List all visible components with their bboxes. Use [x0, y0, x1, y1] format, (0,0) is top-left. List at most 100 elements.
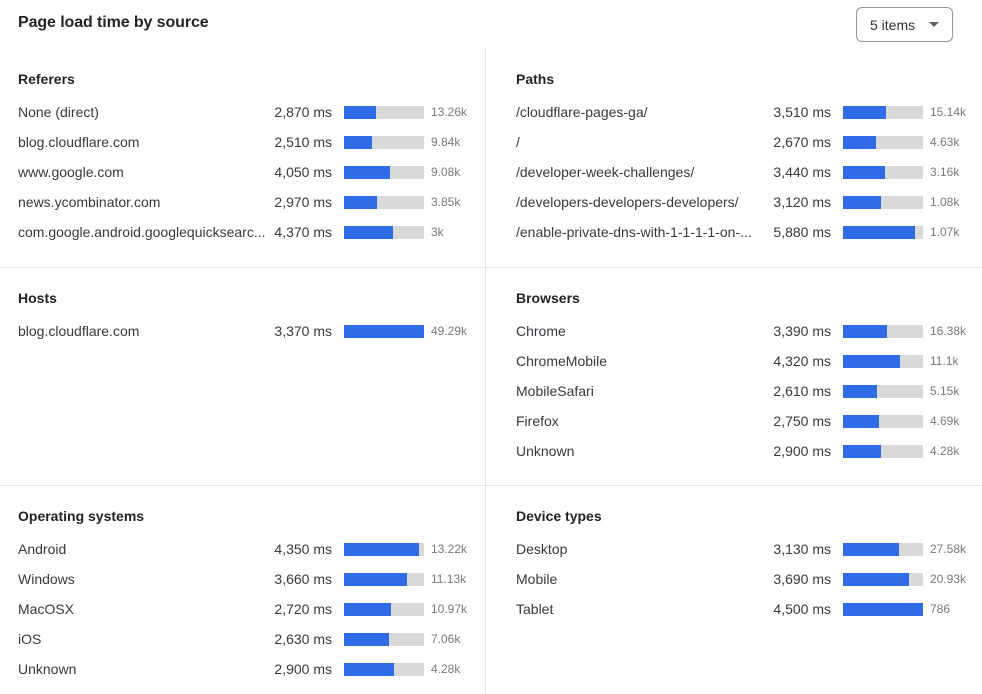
bar-track [843, 135, 923, 149]
row-ms-value: 2,670 ms [773, 134, 831, 150]
row-label: /developers-developers-developers/ [516, 194, 739, 210]
row-label: Desktop [516, 541, 568, 557]
breakdown-row[interactable]: iOS 2,630 ms 7.06k [18, 624, 477, 654]
bar-track [344, 572, 424, 586]
bar-track [344, 105, 424, 119]
bar-fill [843, 195, 882, 209]
bar-track [344, 165, 424, 179]
breakdown-row[interactable]: Tablet 4,500 ms 786 [516, 594, 976, 624]
breakdown-row[interactable]: Windows 3,660 ms 11.13k [18, 564, 477, 594]
row-count: 20.93k [930, 572, 967, 586]
bar-fill [344, 662, 394, 676]
row-count: 5.15k [930, 384, 960, 398]
row-count: 9.84k [431, 135, 461, 149]
row-label: Unknown [516, 443, 575, 459]
bar-fill [344, 105, 377, 119]
breakdown-section: Device types Desktop 3,130 ms 27.58k Mob… [485, 485, 982, 694]
row-label: /enable-private-dns-with-1-1-1-1-on-... [516, 224, 752, 240]
row-ms-value: 2,900 ms [274, 661, 332, 677]
bar-track [843, 572, 923, 586]
breakdown-row[interactable]: blog.cloudflare.com 3,370 ms 49.29k [18, 316, 477, 346]
section-title: Operating systems [18, 508, 145, 524]
bar-fill [344, 632, 390, 646]
breakdown-row[interactable]: MacOSX 2,720 ms 10.97k [18, 594, 477, 624]
row-label: Firefox [516, 413, 559, 429]
bar-fill [344, 225, 394, 239]
breakdown-section: Browsers Chrome 3,390 ms 16.38k ChromeMo… [485, 267, 982, 485]
row-label: /developer-week-challenges/ [516, 164, 695, 180]
breakdown-row[interactable]: www.google.com 4,050 ms 9.08k [18, 157, 477, 187]
breakdown-row[interactable]: Mobile 3,690 ms 20.93k [516, 564, 976, 594]
bar-track [843, 384, 923, 398]
bar-fill [843, 444, 882, 458]
row-ms-value: 3,690 ms [773, 571, 831, 587]
breakdown-row[interactable]: MobileSafari 2,610 ms 5.15k [516, 376, 976, 406]
breakdown-row[interactable]: com.google.android.googlequicksearc... 4… [18, 217, 477, 247]
bar-track [843, 195, 923, 209]
bar-fill [344, 324, 424, 338]
row-count: 13.26k [431, 105, 468, 119]
bar-fill [843, 414, 880, 428]
bar-fill [843, 572, 909, 586]
bar-track [843, 354, 923, 368]
breakdown-row[interactable]: /enable-private-dns-with-1-1-1-1-on-... … [516, 217, 976, 247]
row-count: 3k [431, 225, 444, 239]
breakdown-row[interactable]: Firefox 2,750 ms 4.69k [516, 406, 976, 436]
row-count: 1.08k [930, 195, 960, 209]
breakdown-row[interactable]: Unknown 2,900 ms 4.28k [18, 654, 477, 684]
items-count-select[interactable]: 5 items [856, 7, 953, 42]
bar-track [843, 165, 923, 179]
breakdown-row[interactable]: None (direct) 2,870 ms 13.26k [18, 97, 477, 127]
row-ms-value: 2,630 ms [274, 631, 332, 647]
row-label: blog.cloudflare.com [18, 323, 140, 339]
row-label: None (direct) [18, 104, 99, 120]
row-count: 11.13k [431, 572, 467, 586]
bar-fill [344, 572, 407, 586]
bar-track [843, 444, 923, 458]
row-count: 9.08k [431, 165, 461, 179]
bar-fill [344, 165, 390, 179]
row-count: 4.28k [431, 662, 461, 676]
bar-fill [344, 135, 373, 149]
breakdown-row[interactable]: /cloudflare-pages-ga/ 3,510 ms 15.14k [516, 97, 976, 127]
breakdown-row[interactable]: /developers-developers-developers/ 3,120… [516, 187, 976, 217]
breakdown-row[interactable]: news.ycombinator.com 2,970 ms 3.85k [18, 187, 477, 217]
row-label: MobileSafari [516, 383, 594, 399]
breakdown-row[interactable]: Unknown 2,900 ms 4.28k [516, 436, 976, 466]
row-ms-value: 3,510 ms [773, 104, 831, 120]
bar-track [843, 324, 923, 338]
row-ms-value: 2,900 ms [773, 443, 831, 459]
row-label: blog.cloudflare.com [18, 134, 140, 150]
bar-track [843, 542, 923, 556]
row-count: 4.28k [930, 444, 960, 458]
row-ms-value: 2,720 ms [274, 601, 332, 617]
breakdown-row[interactable]: /developer-week-challenges/ 3,440 ms 3.1… [516, 157, 976, 187]
breakdown-row[interactable]: ChromeMobile 4,320 ms 11.1k [516, 346, 976, 376]
bar-fill [843, 324, 888, 338]
breakdown-row[interactable]: Android 4,350 ms 13.22k [18, 534, 477, 564]
bar-fill [843, 105, 887, 119]
items-count-label: 5 items [870, 16, 916, 33]
row-label: /cloudflare-pages-ga/ [516, 104, 648, 120]
row-ms-value: 4,320 ms [773, 353, 831, 369]
row-count: 27.58k [930, 542, 967, 556]
breakdown-row[interactable]: Desktop 3,130 ms 27.58k [516, 534, 976, 564]
bar-fill [843, 602, 923, 616]
section-title: Browsers [516, 290, 580, 306]
row-ms-value: 4,500 ms [773, 601, 831, 617]
row-ms-value: 5,880 ms [773, 224, 831, 240]
bar-track [843, 414, 923, 428]
row-count: 49.29k [431, 324, 468, 338]
breakdown-row[interactable]: / 2,670 ms 4.63k [516, 127, 976, 157]
section-title: Hosts [18, 290, 57, 306]
row-count: 1.07k [930, 225, 960, 239]
bar-fill [843, 542, 899, 556]
bar-track [344, 602, 424, 616]
breakdown-row[interactable]: blog.cloudflare.com 2,510 ms 9.84k [18, 127, 477, 157]
row-count: 10.97k [431, 602, 468, 616]
breakdown-row[interactable]: Chrome 3,390 ms 16.38k [516, 316, 976, 346]
row-ms-value: 4,350 ms [274, 541, 332, 557]
row-count: 7.06k [431, 632, 461, 646]
bar-track [843, 602, 923, 616]
row-label: www.google.com [18, 164, 124, 180]
